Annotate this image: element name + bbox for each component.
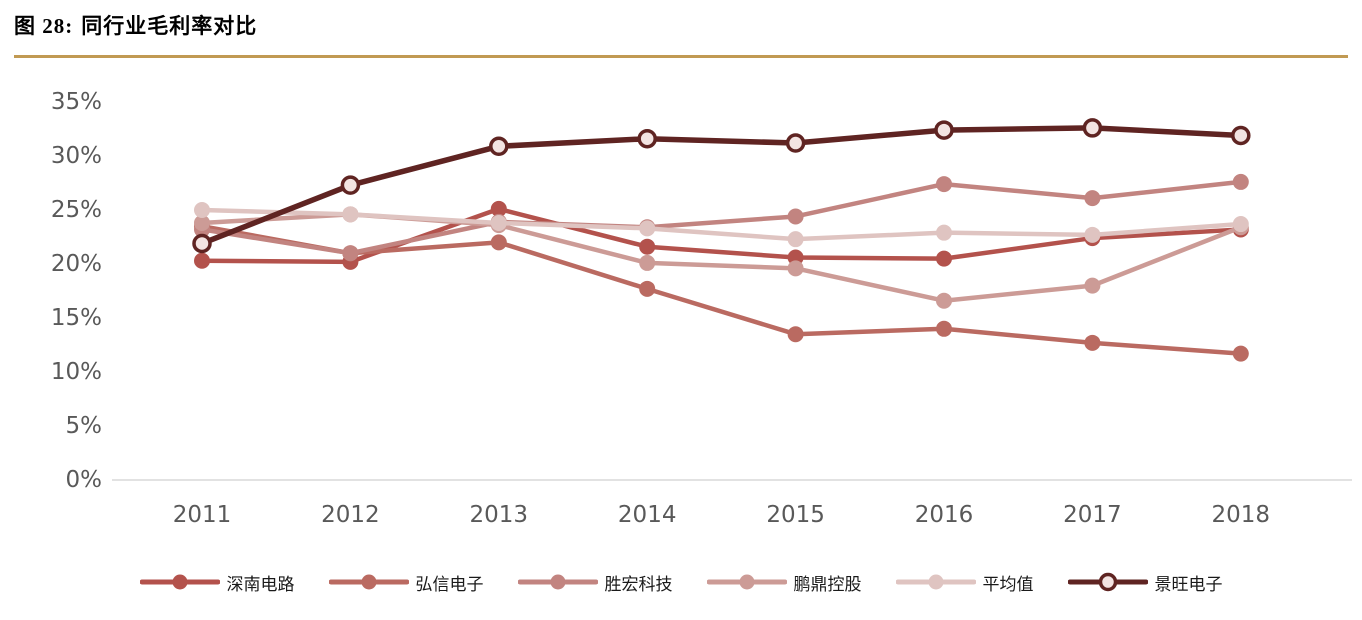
legend-item-景旺电子: 景旺电子: [1067, 570, 1223, 595]
data-point-marker: [194, 214, 210, 231]
figure-number-label: 图 28:: [14, 14, 74, 38]
data-point-marker: [1232, 345, 1249, 362]
data-point-marker: [342, 245, 359, 262]
legend-label: 胜宏科技: [604, 574, 673, 594]
data-point-marker: [936, 250, 952, 267]
legend-swatch-icon: [706, 574, 787, 590]
data-point-marker: [1232, 173, 1249, 190]
data-point-marker: [489, 136, 509, 157]
x-axis-tick-label: 2016: [915, 502, 974, 528]
y-axis-tick-label: 30%: [51, 143, 102, 169]
x-axis-tick-label: 2015: [766, 502, 825, 528]
x-axis-tick-label: 2017: [1063, 502, 1122, 528]
data-point-marker: [936, 224, 952, 241]
data-point-marker: [342, 206, 359, 223]
data-point-marker: [785, 133, 806, 153]
data-point-marker: [490, 214, 507, 231]
data-point-marker: [639, 220, 656, 237]
series-line-平均值: [199, 207, 1244, 242]
y-axis-tick-label: 25%: [51, 197, 102, 223]
y-axis-tick-label: 5%: [66, 413, 103, 439]
legend-swatch-icon: [1067, 572, 1148, 592]
legend-item-深南电路: 深南电路: [139, 570, 295, 595]
series-line-弘信电子: [199, 223, 1244, 356]
legend-label: 平均值: [982, 574, 1034, 594]
legend-item-平均值: 平均值: [895, 570, 1034, 595]
chart-legend: 深南电路 弘信电子 胜宏科技 鹏鼎控股 平均值 景旺电子: [0, 560, 1362, 604]
data-point-marker: [936, 176, 952, 193]
x-axis-tick-label: 2012: [321, 502, 380, 528]
data-point-marker: [637, 128, 657, 149]
figure-title-text: 同行业毛利率对比: [81, 14, 258, 38]
data-point-marker: [639, 238, 656, 255]
legend-label: 深南电路: [226, 574, 295, 594]
data-point-marker: [787, 260, 804, 277]
series-line-景旺电子: [199, 125, 1244, 247]
legend-label: 鹏鼎控股: [793, 574, 862, 594]
legend-label: 弘信电子: [415, 574, 484, 594]
data-point-marker: [1084, 277, 1101, 294]
y-axis-tick-label: 0%: [66, 467, 103, 493]
data-point-marker: [1084, 334, 1101, 351]
data-point-marker: [192, 233, 212, 254]
data-point-marker: [194, 252, 210, 269]
data-point-marker: [1084, 226, 1101, 243]
series-line-胜宏科技: [199, 179, 1244, 256]
x-axis-tick-label: 2018: [1212, 502, 1271, 528]
title-divider: [14, 55, 1348, 58]
legend-item-胜宏科技: 胜宏科技: [517, 570, 673, 595]
legend-swatch-icon: [139, 574, 220, 590]
y-axis-tick-label: 15%: [51, 305, 102, 331]
y-axis-tick-label: 10%: [51, 359, 102, 385]
x-axis-tick-label: 2011: [173, 502, 232, 528]
data-point-marker: [639, 254, 656, 271]
data-point-marker: [787, 326, 804, 343]
x-axis-tick-label: 2013: [470, 502, 529, 528]
legend-item-鹏鼎控股: 鹏鼎控股: [706, 570, 862, 595]
data-point-marker: [934, 120, 954, 140]
data-point-marker: [1082, 118, 1103, 138]
x-axis-tick-label: 2014: [618, 502, 677, 528]
data-point-marker: [639, 280, 656, 297]
y-axis-tick-label: 20%: [51, 251, 102, 277]
data-point-marker: [787, 231, 804, 248]
line-chart: 0% 5% 10% 15% 20% 25% 30% 35% 2011 2012 2013 2014 20…: [51, 89, 1352, 528]
data-point-marker: [490, 234, 507, 251]
y-axis-tick-label: 35%: [51, 89, 102, 115]
data-point-marker: [1084, 190, 1101, 207]
data-point-marker: [1232, 216, 1249, 233]
data-point-marker: [340, 175, 361, 195]
data-point-marker: [1231, 125, 1251, 146]
data-point-marker: [194, 202, 210, 218]
figure-title: 图 28: 同行业毛利率对比: [14, 10, 257, 40]
data-point-marker: [787, 208, 804, 225]
data-point-marker: [936, 292, 952, 309]
legend-swatch-icon: [895, 574, 976, 590]
data-point-marker: [936, 320, 952, 337]
legend-label: 景旺电子: [1154, 574, 1223, 594]
data-point-marker: [490, 200, 507, 217]
legend-item-弘信电子: 弘信电子: [328, 570, 484, 595]
legend-swatch-icon: [328, 574, 409, 590]
legend-swatch-icon: [517, 574, 598, 590]
